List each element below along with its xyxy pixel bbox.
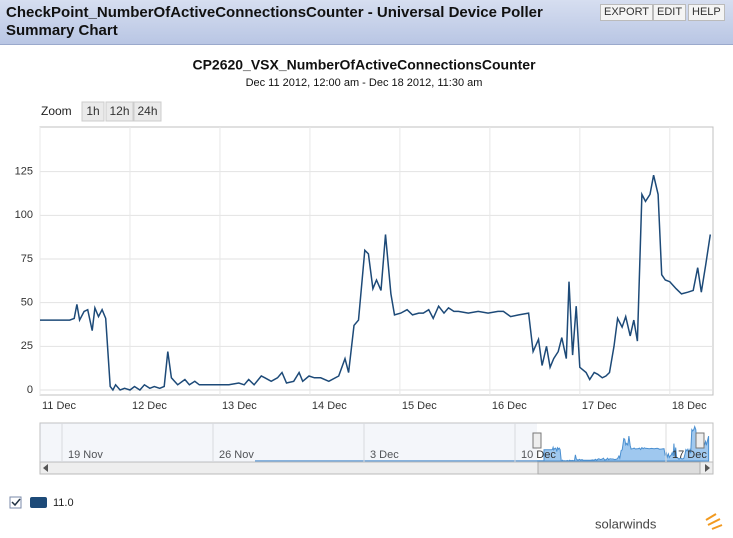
- navigator-label: 26 Nov: [219, 449, 254, 461]
- edit-button[interactable]: EDIT: [653, 4, 687, 21]
- zoom-button-label[interactable]: 24h: [137, 104, 157, 118]
- navigator-handle[interactable]: [695, 432, 705, 449]
- header-title: CheckPoint_NumberOfActiveConnectionsCoun…: [6, 4, 543, 39]
- navigator-label: 19 Nov: [68, 449, 103, 461]
- y-tick-label: 75: [21, 253, 33, 265]
- y-tick-label: 100: [15, 209, 33, 221]
- logo-mark: [705, 513, 723, 530]
- checkmark: [11, 498, 21, 507]
- legend-swatch: [30, 497, 47, 508]
- series-line: [40, 175, 712, 392]
- logo: solarwinds: [595, 516, 657, 531]
- y-tick-label: 50: [21, 297, 33, 309]
- scrollbar-thumb[interactable]: [537, 461, 701, 475]
- navigator-area: [543, 425, 710, 462]
- chart-title: CP2620_VSX_NumberOfActiveConnectionsCoun…: [192, 57, 536, 73]
- scroll-left[interactable]: [43, 464, 48, 472]
- navigator-label: 10 Dec: [521, 449, 556, 461]
- help-button[interactable]: HELP: [688, 4, 725, 21]
- x-tick-label: 15 Dec: [402, 400, 437, 412]
- navigator-label: 3 Dec: [370, 449, 399, 461]
- y-tick-label: 125: [15, 166, 33, 178]
- zoom-button-label[interactable]: 1h: [86, 104, 99, 118]
- x-tick-label: 12 Dec: [132, 400, 167, 412]
- y-tick-label: 25: [21, 340, 33, 352]
- zoom-button[interactable]: [81, 101, 105, 122]
- x-tick-label: 16 Dec: [492, 400, 527, 412]
- chart-subtitle: Dec 11 2012, 12:00 am - Dec 18 2012, 11:…: [246, 77, 483, 89]
- header: CheckPoint_NumberOfActiveConnectionsCoun…: [0, 0, 733, 45]
- legend-checkbox[interactable]: [9, 496, 22, 509]
- navigator-handle[interactable]: [532, 432, 542, 449]
- x-tick-label: 13 Dec: [222, 400, 257, 412]
- legend-label: 11.0: [53, 497, 74, 509]
- zoom-button-label[interactable]: 12h: [109, 104, 129, 118]
- navigator-label: 17 Dec: [672, 449, 707, 461]
- x-tick-label: 18 Dec: [672, 400, 707, 412]
- x-tick-label: 17 Dec: [582, 400, 617, 412]
- y-tick-label: 0: [27, 384, 33, 396]
- scroll-right[interactable]: [705, 464, 710, 472]
- zoom-label: Zoom: [41, 104, 72, 118]
- export-button[interactable]: EXPORT: [600, 4, 654, 21]
- x-tick-label: 14 Dec: [312, 400, 347, 412]
- navigator-mask: [40, 423, 537, 462]
- zoom-button[interactable]: [105, 101, 134, 122]
- zoom-button[interactable]: [133, 101, 162, 122]
- x-tick-label: 11 Dec: [42, 400, 77, 412]
